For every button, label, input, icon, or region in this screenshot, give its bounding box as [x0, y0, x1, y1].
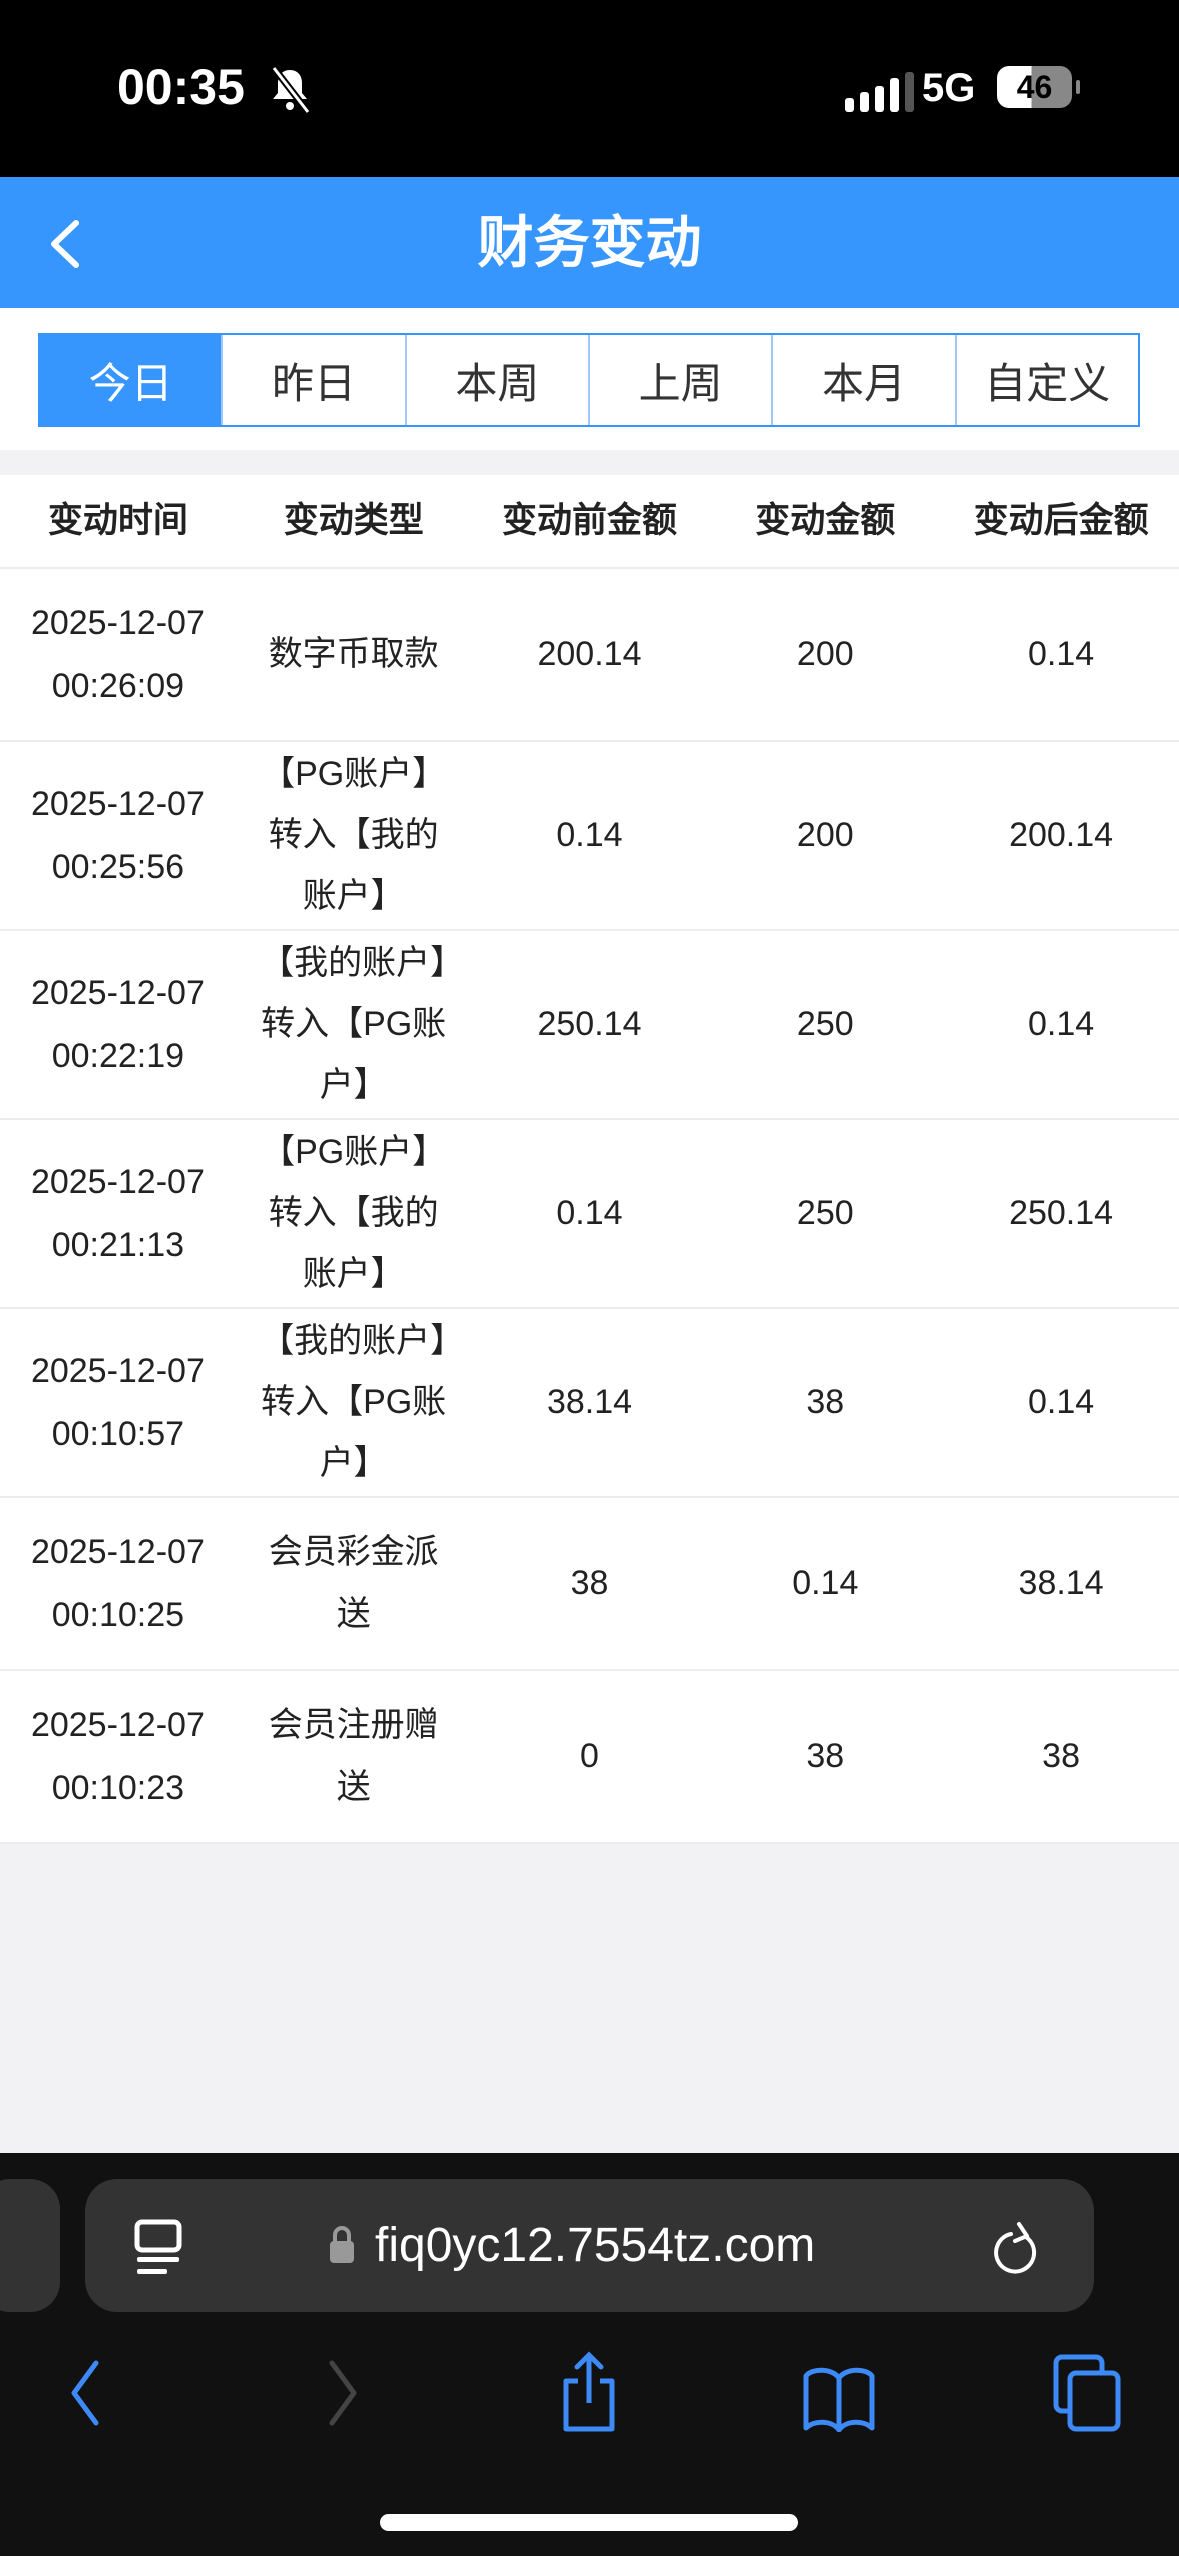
network-type: 5G	[922, 66, 976, 110]
tab-5[interactable]: 自定义	[954, 335, 1138, 425]
time-cell: 2025-12-07 00:10:23	[0, 1694, 236, 1820]
type-cell: 【我的账户】转入【PG账户】	[260, 1321, 448, 1483]
lock-icon	[330, 2226, 354, 2263]
column-header: 变动时间	[47, 500, 188, 540]
table-row: 2025-12-07 00:10:25 会员彩金派送 38 0.14 38.14	[0, 1498, 1179, 1671]
type-cell: 数字币取款	[268, 634, 439, 673]
before-cell: 0.14	[556, 816, 623, 855]
after-cell: 38	[1042, 1737, 1080, 1776]
before-cell: 250.14	[537, 1005, 642, 1044]
after-cell: 0.14	[1027, 1383, 1095, 1422]
date-text: 2025-12-07	[30, 1705, 205, 1744]
table-row: 2025-12-07 00:10:23 会员注册赠送 0 38 38	[0, 1671, 1179, 1844]
time-cell: 2025-12-07 00:21:13	[0, 1151, 236, 1277]
table-row: 2025-12-07 00:25:56 【PG账户】转入【我的账户】 0.14 200 2…	[0, 742, 1179, 931]
table-row: 2025-12-07 00:10:57 【我的账户】转入【PG账户】 38.14 38 0…	[0, 1309, 1179, 1498]
time-text: 00:26:09	[51, 666, 185, 705]
time-cell: 2025-12-07 00:22:19	[0, 962, 236, 1088]
home-indicator	[380, 2514, 798, 2531]
type-cell: 【我的账户】转入【PG账户】	[260, 943, 448, 1105]
type-cell: 【PG账户】转入【我的账户】	[261, 1132, 447, 1294]
after-cell: 250.14	[1009, 1194, 1114, 1233]
time-text: 00:10:25	[51, 1595, 185, 1634]
date-text: 2025-12-07	[30, 603, 205, 642]
time-text: 00:10:23	[51, 1768, 185, 1807]
share-icon[interactable]	[558, 2351, 620, 2433]
amount-cell: 38	[806, 1737, 845, 1776]
reload-icon[interactable]	[993, 2219, 1043, 2279]
url-text: fiq0yc12.7554tz.com	[375, 2219, 816, 2272]
table-row: 2025-12-07 00:22:19 【我的账户】转入【PG账户】 250.14 25…	[0, 931, 1179, 1120]
after-cell: 0.14	[1027, 635, 1095, 674]
time-text: 00:22:19	[51, 1036, 185, 1075]
amount-cell: 38	[806, 1383, 845, 1422]
nav-header: 财务变动	[0, 177, 1179, 308]
battery-icon: 46	[997, 66, 1080, 108]
time-cell: 2025-12-07 00:25:56	[0, 773, 236, 899]
bookmarks-icon[interactable]	[802, 2366, 876, 2432]
browser-toolbar: fiq0yc12.7554tz.com	[0, 2153, 1179, 2556]
amount-cell: 250	[796, 1194, 854, 1233]
table-header: 变动时间 变动类型 变动前金额 变动金额 变动后金额	[0, 475, 1179, 569]
time-cell: 2025-12-07 00:10:25	[0, 1521, 236, 1647]
before-cell: 0	[580, 1737, 599, 1776]
time-text: 00:10:57	[51, 1414, 185, 1453]
date-filter: 今日 昨日 本周 上周 本月 自定义	[0, 308, 1179, 450]
column-header: 变动类型	[283, 500, 424, 540]
date-text: 2025-12-07	[30, 1162, 205, 1201]
type-cell: 【PG账户】转入【我的账户】	[261, 754, 447, 916]
time-text: 00:21:13	[51, 1225, 185, 1264]
column-header: 变动前金额	[501, 500, 677, 540]
before-cell: 0.14	[556, 1194, 623, 1233]
clock: 00:35	[117, 59, 245, 115]
page-title: 财务变动	[477, 211, 702, 274]
table-row: 2025-12-07 00:26:09 数字币取款 200.14 200 0.14	[0, 569, 1179, 742]
amount-cell: 0.14	[792, 1564, 859, 1603]
signal-icon	[845, 72, 914, 112]
time-cell: 2025-12-07 00:26:09	[0, 592, 236, 718]
before-cell: 38	[570, 1564, 609, 1603]
address-bar[interactable]: fiq0yc12.7554tz.com	[85, 2179, 1094, 2312]
before-cell: 200.14	[537, 635, 642, 674]
table-row: 2025-12-07 00:21:13 【PG账户】转入【我的账户】 0.14 250 2…	[0, 1120, 1179, 1309]
after-cell: 38.14	[1018, 1564, 1104, 1603]
date-text: 2025-12-07	[30, 1351, 205, 1390]
previous-tab-preview[interactable]	[0, 2179, 60, 2312]
amount-cell: 200	[796, 635, 854, 674]
tabs-icon[interactable]	[1052, 2353, 1122, 2433]
date-text: 2025-12-07	[30, 784, 205, 823]
back-nav-icon[interactable]	[66, 2358, 106, 2428]
before-cell: 38.14	[546, 1383, 633, 1422]
date-text: 2025-12-07	[30, 973, 205, 1012]
bell-slash-icon	[271, 65, 311, 114]
transaction-table: 变动时间 变动类型 变动前金额 变动金额 变动后金额 2025-12-07 00:26:0…	[0, 475, 1179, 1844]
tab-4[interactable]: 本月	[771, 335, 955, 425]
tab-2[interactable]: 本周	[404, 335, 588, 425]
amount-cell: 250	[796, 1005, 854, 1044]
date-text: 2025-12-07	[30, 1532, 205, 1571]
after-cell: 0.14	[1027, 1005, 1095, 1044]
column-header: 变动金额	[755, 500, 896, 540]
after-cell: 200.14	[1009, 816, 1114, 855]
time-cell: 2025-12-07 00:10:57	[0, 1340, 236, 1466]
tab-3[interactable]: 上周	[587, 335, 772, 425]
reader-icon[interactable]	[133, 2219, 183, 2277]
type-cell: 会员注册赠送	[268, 1706, 439, 1806]
type-cell: 会员彩金派送	[268, 1533, 439, 1633]
tab-1[interactable]: 昨日	[221, 335, 405, 425]
column-header: 变动后金额	[973, 500, 1149, 540]
status-bar: 00:35 5G 46	[0, 0, 1179, 177]
forward-nav-icon[interactable]	[322, 2358, 362, 2428]
time-text: 00:25:56	[51, 847, 185, 886]
tab-0[interactable]: 今日	[40, 335, 222, 425]
back-icon[interactable]	[42, 217, 92, 271]
amount-cell: 200	[796, 816, 854, 855]
